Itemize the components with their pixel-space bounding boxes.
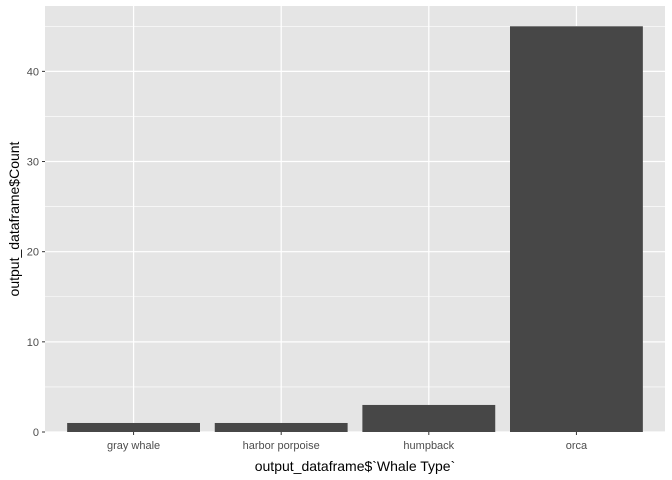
y-tick-label: 30 [27, 157, 39, 169]
bar-gray-whale [67, 422, 201, 432]
x-tick-label: gray whale [107, 440, 160, 452]
bars [67, 26, 643, 433]
y-tick-label: 20 [27, 247, 39, 259]
y-axis: 0 10 20 30 40 [27, 66, 45, 439]
bar-orca [510, 26, 643, 433]
y-tick-label: 10 [27, 337, 39, 349]
bar-humpback [362, 404, 496, 432]
y-tick-label: 0 [33, 427, 39, 439]
y-tick-label: 40 [27, 66, 39, 78]
bar-harbor-porpoise [214, 422, 348, 432]
x-tick-label: orca [566, 440, 588, 452]
x-axis-title: output_dataframe$`Whale Type` [255, 458, 456, 474]
x-tick-label: harbor porpoise [243, 440, 320, 452]
x-tick-label: humpback [403, 440, 454, 452]
x-axis: gray whale harbor porpoise humpback orca [107, 432, 588, 452]
y-axis-title: output_dataframe$Count [6, 141, 22, 296]
